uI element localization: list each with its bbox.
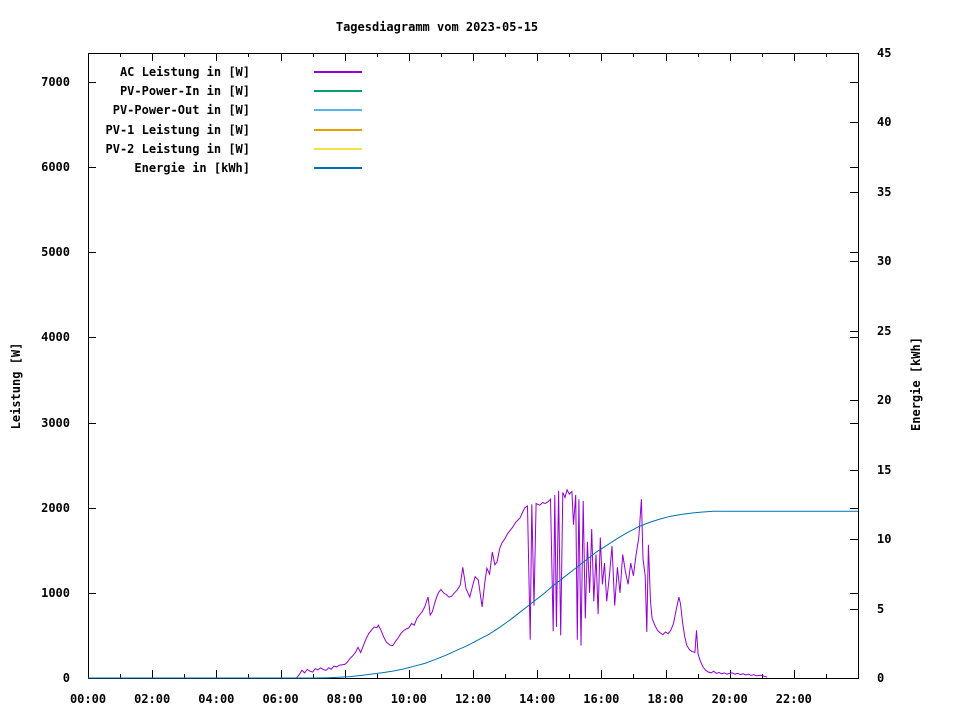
- legend-line-swatch: [314, 109, 362, 112]
- x-tick-label: 14:00: [519, 692, 556, 706]
- x-tick-label: 02:00: [134, 692, 171, 706]
- legend-line-swatch: [314, 167, 362, 170]
- y-right-tick-label: 40: [877, 115, 892, 130]
- y-left-tick-label: 0: [62, 671, 70, 685]
- x-tick-label: 20:00: [711, 692, 748, 706]
- y-right-tick-label: 20: [877, 393, 892, 408]
- series-line-ac-leistung: [296, 488, 768, 679]
- legend-item: PV-2 Leistung in [W]: [0, 139, 362, 158]
- legend-label: PV-Power-Out in [W]: [112, 103, 250, 118]
- x-tick-label: 06:00: [262, 692, 299, 706]
- y-left-tick-label: 1000: [41, 585, 70, 600]
- y-left-tick-label: 3000: [41, 415, 70, 430]
- legend-item: Energie in [kWh]: [0, 158, 362, 177]
- legend-item: PV-Power-In in [W]: [0, 81, 362, 100]
- y-right-tick-label: 45: [877, 46, 892, 60]
- legend-label: PV-2 Leistung in [W]: [105, 141, 251, 156]
- x-tick-label: 10:00: [390, 692, 427, 706]
- y-right-tick-label: 30: [877, 254, 892, 269]
- y-left-tick-label: 5000: [41, 245, 70, 260]
- y-right-tick-label: 35: [877, 184, 892, 199]
- y-left-tick-label: 4000: [41, 330, 70, 345]
- x-tick-label: 16:00: [583, 692, 620, 706]
- x-tick-label: 22:00: [775, 692, 812, 706]
- legend-item: PV-1 Leistung in [W]: [0, 120, 362, 139]
- legend-line-swatch: [314, 70, 362, 73]
- legend-item: AC Leistung in [W]: [0, 62, 362, 81]
- x-tick-label: 08:00: [326, 692, 363, 706]
- series-line-energie: [88, 510, 858, 679]
- legend-label: Energie in [kWh]: [134, 161, 250, 176]
- legend: AC Leistung in [W] PV-Power-In in [W] PV…: [0, 62, 362, 178]
- y-left-tick-label: 7000: [41, 75, 70, 89]
- legend-label: AC Leistung in [W]: [119, 64, 250, 79]
- legend-line-swatch: [314, 89, 362, 92]
- y-left-tick-label: 2000: [41, 500, 70, 515]
- y-right-tick-label: 0: [877, 671, 885, 685]
- legend-item: PV-Power-Out in [W]: [0, 101, 362, 120]
- y-left-tick-label: 6000: [41, 160, 70, 175]
- y-right-tick-label: 10: [877, 532, 892, 547]
- y-right-tick-label: 5: [877, 601, 885, 616]
- legend-line-swatch: [314, 147, 362, 150]
- x-tick-label: 04:00: [198, 692, 235, 706]
- x-tick-label: 00:00: [69, 692, 107, 706]
- y-right-tick-label: 25: [877, 323, 892, 338]
- legend-label: PV-Power-In in [W]: [119, 83, 250, 98]
- legend-label: PV-1 Leistung in [W]: [105, 122, 251, 137]
- legend-line-swatch: [314, 128, 362, 131]
- y-right-tick-label: 15: [877, 462, 892, 477]
- chart-title: Tagesdiagramm vom 2023-05-15: [335, 20, 539, 34]
- x-tick-label: 18:00: [647, 692, 684, 706]
- x-tick-label: 12:00: [454, 692, 492, 706]
